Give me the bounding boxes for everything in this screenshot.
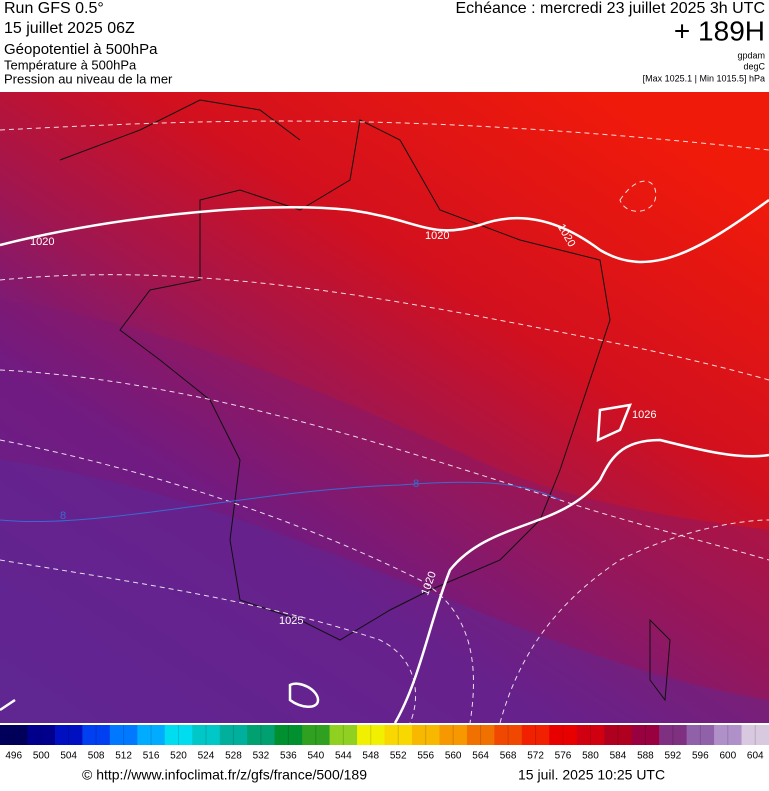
- temperature-band: [0, 460, 769, 723]
- corsica: [649, 618, 671, 702]
- temperature-band: [0, 300, 769, 723]
- colorbar-swatch: [219, 725, 248, 745]
- colorbar-label: 568: [500, 751, 517, 762]
- colorbar-label: 576: [555, 751, 572, 762]
- colorbar-swatch: [192, 725, 221, 745]
- colorbar: 496 500 504 508 512 516 520 524 528 532 536 540 544 5…: [0, 725, 769, 762]
- colorbar-label: 536: [280, 751, 297, 762]
- contour-label: 1025: [279, 615, 303, 627]
- colorbar-label: 548: [362, 751, 379, 762]
- unit-gpdam: gpdam: [737, 50, 765, 60]
- contour-label: 1026: [632, 409, 656, 421]
- colorbar-label: 504: [60, 751, 77, 762]
- colorbar-swatch: [521, 725, 550, 745]
- contour-labels: 1020 1020 1020 1020 1025 1026 8 8: [30, 222, 656, 627]
- contour-label: 8: [413, 478, 419, 490]
- colorbar-label: 596: [692, 751, 709, 762]
- colorbar-label: 496: [5, 751, 22, 762]
- colorbar-swatch: [357, 725, 385, 745]
- zero-isotherm: [0, 481, 561, 523]
- colorbar-swatch: [549, 725, 578, 745]
- contour-label: 1020: [30, 236, 54, 248]
- colorbar-label: 552: [390, 751, 407, 762]
- colorbar-swatch: [714, 725, 743, 745]
- timestamp: 15 juil. 2025 10:25 UTC: [518, 767, 665, 783]
- contour-label: 1020: [425, 230, 449, 242]
- colorbar-swatch: [384, 725, 413, 745]
- run-date: 15 juillet 2025 06Z: [4, 20, 135, 37]
- colorbar-swatch: [631, 725, 660, 745]
- colorbar-swatch: [82, 725, 111, 745]
- footer: © http://www.infoclimat.fr/z/gfs/france/…: [82, 767, 665, 783]
- header: Run GFS 0.5° 15 juillet 2025 06Z Géopote…: [4, 0, 766, 86]
- colorbar-label: 524: [198, 751, 215, 762]
- contour-label: 8: [60, 510, 66, 522]
- colorbar-swatch: [274, 725, 303, 745]
- colorbar-swatch: [329, 725, 358, 745]
- colorbar-label: 580: [582, 751, 599, 762]
- colorbar-label: 592: [665, 751, 682, 762]
- colorbar-swatch: [439, 725, 468, 745]
- colorbar-swatch: [0, 725, 28, 745]
- colorbar-label: 500: [33, 751, 50, 762]
- field-temperature: Température à 500hPa: [4, 57, 137, 72]
- colorbar-swatch: [494, 725, 523, 745]
- colorbar-label: 532: [253, 751, 270, 762]
- colorbar-swatch: [741, 725, 769, 745]
- colorbar-label: 584: [610, 751, 627, 762]
- coastline: [59, 99, 301, 161]
- colorbar-label: 572: [527, 751, 544, 762]
- run-title: Run GFS 0.5°: [4, 0, 104, 17]
- colorbar-label: 588: [637, 751, 654, 762]
- colorbar-swatch: [27, 725, 56, 745]
- colorbar-label: 560: [445, 751, 462, 762]
- colorbar-label: 564: [472, 751, 489, 762]
- temperature-isolines: [0, 120, 769, 724]
- lead-time: + 189H: [674, 15, 765, 46]
- colorbar-label: 556: [417, 751, 434, 762]
- colorbar-label: 528: [225, 751, 242, 762]
- colorbar-swatch: [247, 725, 276, 745]
- colorbar-swatch: [659, 725, 688, 745]
- colorbar-label: 544: [335, 751, 352, 762]
- colorbar-swatch: [686, 725, 715, 745]
- colorbar-swatch: [604, 725, 633, 745]
- colorbar-label: 540: [307, 751, 324, 762]
- colorbar-swatch: [302, 725, 331, 745]
- colorbar-label: 508: [88, 751, 105, 762]
- field-geopotential: Géopotentiel à 500hPa: [4, 41, 158, 58]
- pressure-extrema: [Max 1025.1 | Min 1015.5] hPa: [643, 73, 765, 83]
- field-pressure: Pression au niveau de la mer: [4, 71, 173, 86]
- colorbar-label: 604: [747, 751, 764, 762]
- valid-time: Echéance : mercredi 23 juillet 2025 3h U…: [456, 0, 766, 17]
- source-url: © http://www.infoclimat.fr/z/gfs/france/…: [82, 767, 367, 783]
- colorbar-swatch: [109, 725, 138, 745]
- map-background: [0, 92, 769, 723]
- country-border: [119, 119, 611, 641]
- colorbar-swatch: [466, 725, 495, 745]
- colorbar-swatch: [576, 725, 605, 745]
- colorbar-label: 600: [719, 751, 736, 762]
- colorbar-swatch: [137, 725, 166, 745]
- unit-degc: degC: [743, 61, 765, 71]
- colorbar-swatch: [411, 725, 440, 745]
- colorbar-label: 520: [170, 751, 187, 762]
- map: 1020 1020 1020 1020 1025 1026 8 8: [0, 92, 769, 724]
- colorbar-label: 516: [143, 751, 160, 762]
- colorbar-label: 512: [115, 751, 132, 762]
- colorbar-swatch: [54, 725, 83, 745]
- colorbar-swatch: [164, 725, 193, 745]
- isobars: [0, 198, 769, 724]
